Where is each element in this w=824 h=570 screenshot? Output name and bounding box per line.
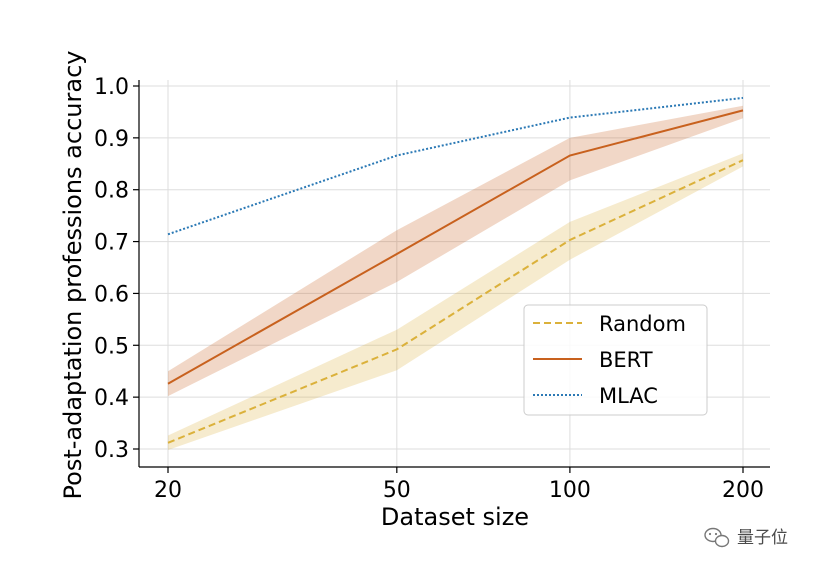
watermark-text: 量子位 [737, 528, 788, 548]
x-ticks: 20 50 100 200 [154, 467, 764, 503]
y-tick-label: 0.5 [94, 334, 129, 359]
y-axis-label: Post-adaptation professions accuracy [59, 51, 87, 500]
x-tick-label: 50 [383, 478, 411, 503]
y-tick-label: 0.4 [94, 386, 129, 411]
mlac-series-line [167, 96, 744, 236]
legend-label-mlac: MLAC [599, 384, 658, 408]
y-tick-label: 0.7 [94, 231, 129, 256]
confidence-bands [168, 105, 743, 450]
random-series-line [167, 159, 744, 444]
legend-label-random: Random [599, 312, 686, 336]
grid [139, 80, 770, 467]
bert-series-line [167, 109, 744, 385]
random-confidence-band [168, 153, 743, 450]
wechat-icon [704, 527, 730, 548]
x-tick-label: 20 [154, 478, 182, 503]
y-tick-label: 1.0 [94, 75, 129, 100]
legend: Random BERT MLAC [523, 304, 708, 416]
bert-confidence-band [168, 105, 743, 397]
legend-frame [523, 304, 708, 416]
y-tick-label: 0.3 [94, 438, 129, 463]
watermark: 量子位 [704, 527, 788, 548]
series-lines [167, 96, 744, 444]
x-axis-label: Dataset size [381, 503, 529, 531]
x-tick-label: 200 [722, 478, 764, 503]
axes [138, 80, 770, 468]
legend-label-bert: BERT [599, 348, 653, 372]
x-tick-label: 100 [549, 478, 591, 503]
y-ticks: 0.3 0.4 0.5 0.6 0.7 0.8 0.9 1.0 [94, 75, 139, 463]
y-tick-label: 0.8 [94, 179, 129, 204]
y-tick-label: 0.9 [94, 127, 129, 152]
y-tick-label: 0.6 [94, 282, 129, 307]
